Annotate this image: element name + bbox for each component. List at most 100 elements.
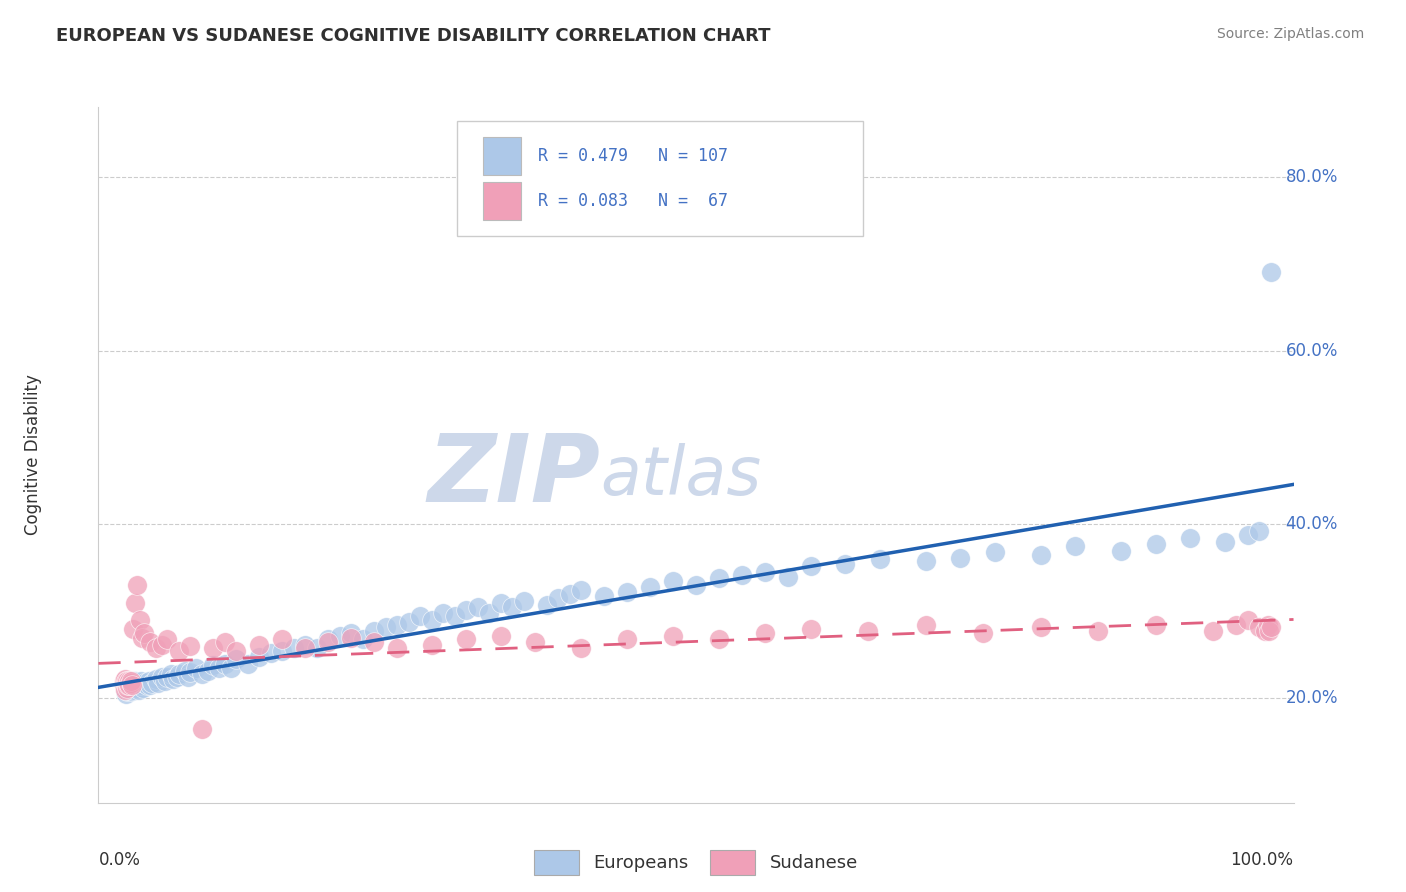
Text: 0.0%: 0.0% (98, 851, 141, 869)
Point (115, 675, 138, 690)
Point (616, 632, 638, 647)
Point (131, 678, 153, 692)
FancyBboxPatch shape (457, 121, 863, 235)
Point (385, 640, 408, 655)
Point (156, 632, 179, 647)
Point (127, 578, 149, 592)
Point (128, 678, 150, 692)
Point (184, 661, 207, 675)
Point (1064, 539, 1087, 553)
Point (914, 617, 936, 632)
Point (225, 643, 247, 657)
Point (558, 587, 581, 601)
Point (949, 550, 972, 565)
Point (294, 638, 316, 652)
Point (121, 678, 143, 692)
Point (1254, 624, 1277, 638)
Point (432, 606, 454, 620)
Point (398, 615, 420, 629)
Point (167, 667, 190, 681)
Point (569, 640, 592, 655)
Point (156, 670, 179, 684)
Point (456, 632, 478, 647)
Point (177, 670, 200, 684)
Point (363, 635, 385, 649)
Point (1258, 624, 1281, 638)
Point (118, 682, 141, 697)
Point (124, 596, 146, 610)
Point (115, 678, 138, 692)
Text: R = 0.083   N =  67: R = 0.083 N = 67 (538, 192, 728, 210)
Point (305, 640, 328, 655)
Point (616, 585, 638, 599)
Point (638, 580, 661, 594)
Point (115, 675, 138, 690)
Point (834, 557, 856, 571)
Point (512, 594, 534, 608)
Text: Source: ZipAtlas.com: Source: ZipAtlas.com (1216, 27, 1364, 41)
Point (1087, 624, 1109, 638)
Point (294, 640, 316, 655)
Point (115, 678, 138, 692)
Point (150, 670, 173, 684)
Point (124, 678, 146, 692)
Point (316, 632, 339, 647)
Point (1029, 620, 1052, 634)
FancyBboxPatch shape (484, 182, 522, 220)
Point (329, 629, 352, 643)
Point (179, 639, 201, 653)
FancyBboxPatch shape (484, 136, 522, 175)
Point (1109, 543, 1132, 558)
Text: EUROPEAN VS SUDANESE COGNITIVE DISABILITY CORRELATION CHART: EUROPEAN VS SUDANESE COGNITIVE DISABILIT… (56, 27, 770, 45)
Point (132, 681, 155, 695)
Point (121, 678, 143, 692)
Point (1247, 524, 1270, 539)
Point (489, 596, 512, 610)
Point (197, 664, 219, 678)
Point (662, 629, 685, 643)
Point (1260, 620, 1282, 634)
Point (131, 631, 153, 645)
Text: 80.0%: 80.0% (1285, 168, 1339, 186)
Point (385, 617, 408, 632)
Point (443, 608, 465, 623)
Point (125, 678, 148, 692)
Point (167, 643, 190, 657)
Point (135, 678, 157, 692)
Point (114, 678, 136, 692)
Text: Cognitive Disability: Cognitive Disability (24, 375, 42, 535)
Point (128, 675, 150, 690)
Point (800, 559, 823, 574)
Point (114, 682, 136, 697)
Point (122, 678, 145, 692)
Text: 100.0%: 100.0% (1230, 851, 1294, 869)
Point (117, 678, 139, 692)
Point (139, 635, 162, 649)
Point (236, 657, 259, 671)
Point (569, 582, 592, 597)
Point (685, 578, 707, 592)
Point (1225, 617, 1247, 632)
Point (214, 657, 236, 671)
Point (115, 678, 138, 692)
Point (173, 664, 195, 678)
Point (118, 674, 141, 689)
Point (456, 603, 478, 617)
Point (219, 661, 242, 675)
Point (776, 570, 799, 584)
Point (547, 591, 569, 606)
Point (202, 658, 225, 673)
Point (707, 571, 730, 585)
Point (141, 675, 163, 690)
Point (271, 632, 294, 647)
Point (145, 673, 167, 687)
Point (115, 674, 138, 689)
Point (914, 554, 936, 568)
Point (120, 681, 142, 695)
Point (118, 678, 141, 692)
Point (1178, 531, 1201, 545)
Point (983, 545, 1005, 559)
Point (707, 632, 730, 647)
Point (1029, 548, 1052, 562)
Point (179, 665, 201, 680)
